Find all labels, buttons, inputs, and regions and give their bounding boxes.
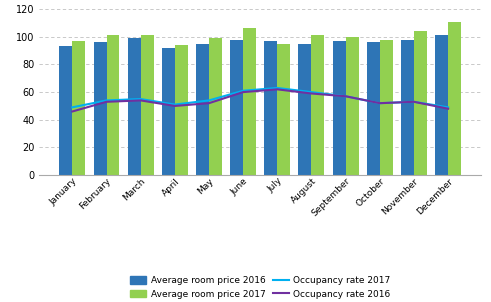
Bar — [93, 42, 107, 175]
Bar — [264, 41, 277, 175]
Bar — [414, 31, 427, 175]
Bar — [332, 41, 346, 175]
Bar — [209, 38, 222, 175]
Bar — [59, 47, 72, 175]
Bar — [346, 37, 358, 175]
Bar — [196, 44, 209, 175]
Bar — [162, 48, 175, 175]
Bar — [128, 38, 140, 175]
Bar — [243, 28, 256, 175]
Bar — [401, 40, 414, 175]
Bar — [277, 44, 290, 175]
Bar — [230, 40, 243, 175]
Bar — [367, 42, 380, 175]
Bar — [72, 41, 85, 175]
Bar — [448, 21, 461, 175]
Bar — [107, 35, 119, 175]
Bar — [140, 35, 154, 175]
Bar — [311, 35, 325, 175]
Bar — [299, 44, 311, 175]
Bar — [435, 35, 448, 175]
Bar — [175, 45, 188, 175]
Bar — [380, 40, 393, 175]
Legend: Average room price 2016, Average room price 2017, Occupancy rate 2017, Occupancy: Average room price 2016, Average room pr… — [130, 276, 391, 298]
